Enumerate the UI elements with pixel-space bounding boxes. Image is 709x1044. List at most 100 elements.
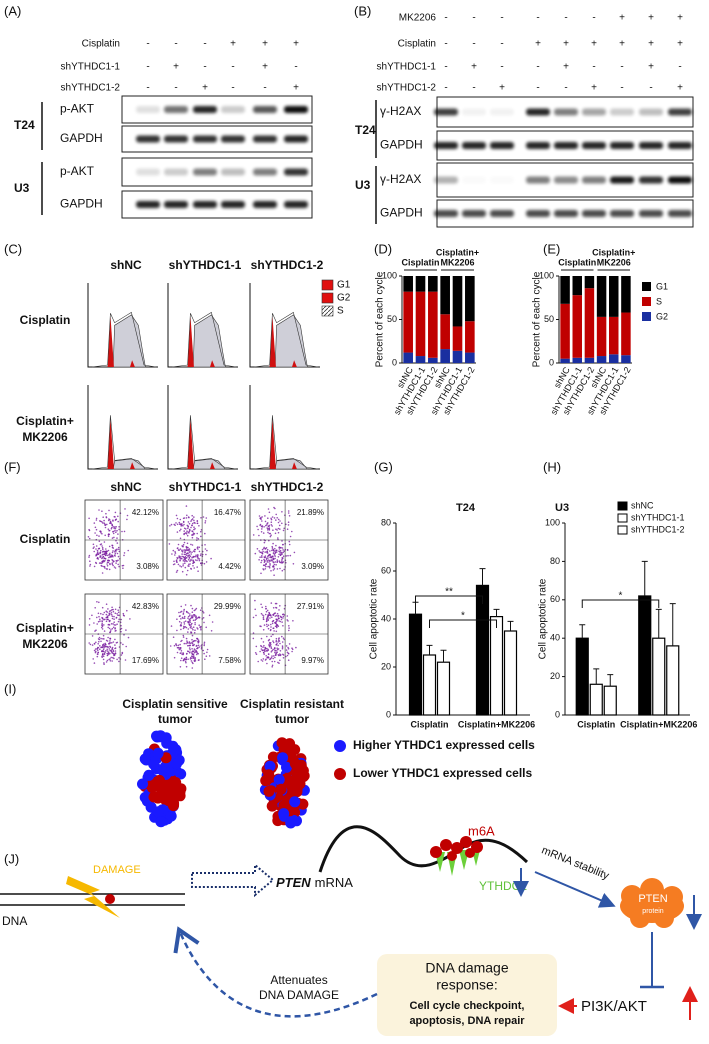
scatter-dot <box>101 620 103 622</box>
scatter-dot <box>120 618 122 621</box>
scatter-dot <box>260 625 262 628</box>
scatter-dot <box>275 602 278 605</box>
histogram-g1 <box>269 416 276 469</box>
scatter-dot <box>99 620 101 622</box>
scatter-dot <box>183 610 185 612</box>
bar-segment <box>415 291 426 357</box>
x-tick-label: Cisplatin+MK2206 <box>620 719 697 729</box>
scatter-dot <box>109 637 111 640</box>
scatter-dot <box>105 603 108 605</box>
bar <box>666 645 680 716</box>
scatter-dot <box>191 627 193 630</box>
scatter-dot <box>261 548 264 551</box>
scatter-dot <box>120 630 122 633</box>
scatter-dot <box>268 612 271 614</box>
y-tick-label: 100 <box>382 270 397 280</box>
scatter-dot <box>112 547 114 549</box>
sign: + <box>648 13 654 24</box>
scatter-dot <box>183 617 186 619</box>
blot-band <box>526 210 550 217</box>
bar-segment <box>572 276 582 296</box>
scatter-dot <box>106 618 108 620</box>
scatter-dot <box>103 611 106 614</box>
scatter-dot <box>180 557 182 560</box>
scatter-dot <box>270 521 273 523</box>
scatter-dot <box>196 555 199 558</box>
scatter-dot <box>277 537 279 539</box>
bar-segment <box>596 316 607 357</box>
scatter-dot <box>101 646 103 648</box>
scatter-dot <box>262 618 265 620</box>
scatter-dot <box>99 556 101 559</box>
scatter-dot <box>102 648 105 651</box>
scatter-dot <box>190 520 192 522</box>
scatter-dot <box>279 520 281 522</box>
error-bar <box>507 620 514 631</box>
cell <box>286 778 298 789</box>
scatter-dot <box>261 520 263 522</box>
blot-band <box>462 177 486 184</box>
column-header: shYTHDC1-2 <box>251 480 324 494</box>
scatter-dot <box>104 524 106 526</box>
blot-band <box>253 168 277 176</box>
scatter-dot <box>102 634 105 637</box>
group-label: MK2206 <box>597 257 631 267</box>
histogram-axes <box>249 385 320 470</box>
scatter-dot <box>110 656 112 659</box>
bar <box>422 654 437 716</box>
scatter-dot <box>185 642 187 645</box>
scatter-dot <box>109 660 112 662</box>
scatter-dot <box>111 642 113 644</box>
scatter-dot <box>189 658 192 660</box>
scatter-dot <box>268 559 270 561</box>
blot-band <box>526 142 550 149</box>
legend-swatch <box>617 525 628 535</box>
sign: - <box>444 39 447 50</box>
scatter-dot <box>275 513 278 516</box>
scatter-dot <box>191 522 194 525</box>
histogram-g1 <box>107 416 114 469</box>
scatter-dot <box>204 548 207 550</box>
scatter-dot <box>185 637 188 640</box>
scatter-dot <box>188 554 190 556</box>
scatter-dot <box>104 645 107 648</box>
scatter-dot <box>264 515 266 517</box>
sign: - <box>472 39 475 50</box>
group-label: Cisplatin <box>558 257 596 267</box>
scatter-dot <box>187 631 189 633</box>
scatter-dot <box>265 620 268 623</box>
scatter-dot <box>89 560 91 562</box>
scatter-dot <box>279 528 281 530</box>
sign: - <box>174 83 177 94</box>
scatter-dot <box>102 613 104 616</box>
scatter-dot <box>203 652 205 655</box>
scatter-dot <box>192 657 195 659</box>
group-title: Cisplatin resistant <box>240 697 344 711</box>
scatter-dot <box>270 602 273 604</box>
scatter-dot <box>88 537 91 540</box>
scatter-dot <box>101 565 103 567</box>
blot-label: GAPDH <box>380 138 423 152</box>
scatter-dot <box>287 512 290 514</box>
scatter-dot <box>264 520 267 523</box>
scatter-dot <box>196 652 199 654</box>
blot-band <box>434 210 458 217</box>
scatter-dot <box>115 531 117 533</box>
scatter-dot <box>275 544 277 547</box>
scatter-dot <box>260 659 263 661</box>
scatter-dot <box>181 555 183 558</box>
scatter-dot <box>262 641 265 643</box>
scatter-dot <box>261 555 263 557</box>
condition-label: shYTHDC1-1 <box>377 62 437 73</box>
scatter-dot <box>285 555 288 557</box>
scatter-dot <box>263 541 266 544</box>
scatter-dot <box>287 521 290 523</box>
scatter-dot <box>111 551 114 554</box>
scatter-dot <box>92 547 95 549</box>
scatter-dot <box>271 655 273 657</box>
scatter-dot <box>272 561 274 563</box>
scatter-dot <box>183 642 186 645</box>
scatter-dot <box>281 558 283 561</box>
scatter-dot <box>114 644 116 646</box>
scatter-dot <box>183 621 185 623</box>
